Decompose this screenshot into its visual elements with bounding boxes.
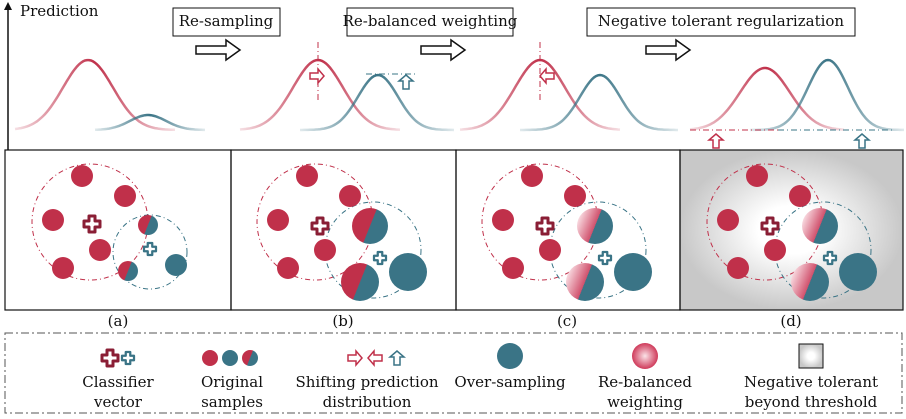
sample [296,165,318,187]
curve [239,58,401,131]
cluster [549,201,647,299]
icon [367,350,383,366]
icon [645,39,691,61]
legend-label: distribution [323,393,412,411]
panel [4,149,232,311]
cluster [324,201,422,299]
sample [839,253,877,291]
curve [749,58,904,132]
legend-label: Re-balanced [598,373,692,391]
legend-label: Over-sampling [454,373,566,391]
axis-label: Prediction [20,2,99,20]
sample [614,253,652,291]
legend-label: weighting [607,393,683,411]
icon [347,350,363,366]
cluster [774,201,872,299]
panel-label: (c) [557,312,577,330]
sample [389,253,427,291]
icon [372,250,388,266]
icon [309,68,325,84]
sample [118,261,138,281]
step-box [346,7,514,37]
sample [114,185,136,207]
step-label: Re-sampling [179,12,274,30]
panel-label: (a) [108,312,129,330]
sample [791,263,829,301]
sample [717,209,739,231]
sample [165,254,187,276]
sample [341,263,379,301]
sample [52,257,74,279]
icon [195,39,241,61]
sample [802,208,838,244]
sample [789,185,811,207]
step-box [172,7,281,37]
icon [82,214,102,234]
sample [727,257,749,279]
icon [100,348,120,368]
sample [566,263,604,301]
icon [120,350,136,366]
sample [222,350,238,366]
sample [632,343,658,369]
sample [89,239,111,261]
legend-label: Original [201,373,263,391]
icon [310,216,330,236]
curve [300,73,455,132]
sample [314,239,336,261]
icon [142,241,158,257]
curve [94,113,205,132]
panel-label: (b) [332,312,353,330]
legend-label: Classifier [82,373,154,391]
icon [708,133,724,149]
sample [277,257,299,279]
panel [679,149,904,311]
sample [492,209,514,231]
step-label: Re-balanced weighting [343,12,518,30]
sample [339,185,361,207]
legend-swatch [798,343,824,369]
legend-label: Negative tolerant [744,373,878,391]
layout [4,2,904,414]
icon [389,350,405,366]
sample [764,239,786,261]
legend-label: vector [93,393,143,411]
legend-label: Shifting prediction [295,373,438,391]
sample [521,165,543,187]
curve [689,66,845,131]
sample [564,185,586,207]
sample [138,215,158,235]
legend-label: samples [201,393,263,411]
sample [577,208,613,244]
sample [242,350,258,366]
sample [539,239,561,261]
sample [42,209,64,231]
axis-arrow [4,2,12,10]
icon [398,74,414,90]
sample [71,165,93,187]
sample [502,257,524,279]
sample [267,209,289,231]
sample [497,343,523,369]
icon [420,39,466,61]
legend-label: beyond threshold [745,393,878,411]
sample [202,350,218,366]
sample [352,208,388,244]
icon [535,216,555,236]
step-box [586,7,856,37]
curve [520,73,678,132]
icon [539,68,555,84]
curve [14,58,175,132]
sample [746,165,768,187]
icon [854,133,870,149]
legend-box [4,332,903,414]
cluster [112,214,188,290]
texts: Prediction Re-sampling Re-balanced weigh… [20,2,878,411]
icon [597,250,613,266]
step-label: Negative tolerant regularization [598,12,845,30]
panel-label: (d) [780,312,801,330]
